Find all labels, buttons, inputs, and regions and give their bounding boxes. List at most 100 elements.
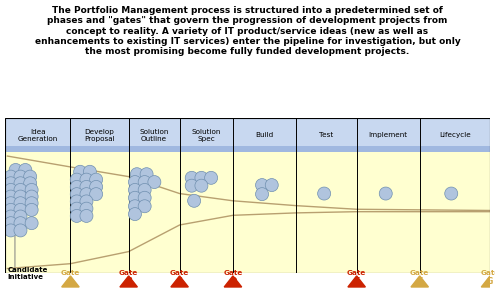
Bar	[70, 146, 129, 152]
Circle shape	[4, 197, 17, 210]
Circle shape	[25, 217, 38, 230]
Circle shape	[129, 191, 142, 204]
Circle shape	[4, 210, 17, 223]
Text: Implement: Implement	[369, 132, 408, 138]
Circle shape	[83, 165, 97, 178]
Polygon shape	[171, 276, 188, 287]
Text: Lifecycle: Lifecycle	[439, 132, 471, 138]
Circle shape	[25, 183, 38, 196]
Text: C: C	[177, 277, 182, 286]
Circle shape	[19, 164, 32, 177]
Bar	[5, 146, 70, 152]
Circle shape	[138, 183, 151, 196]
Circle shape	[4, 170, 17, 183]
Circle shape	[70, 188, 83, 201]
Circle shape	[14, 224, 27, 237]
Circle shape	[185, 179, 198, 192]
Circle shape	[4, 183, 17, 196]
Circle shape	[318, 187, 331, 200]
Text: F: F	[417, 277, 422, 286]
Polygon shape	[62, 276, 79, 287]
Bar	[356, 118, 420, 152]
Circle shape	[74, 165, 87, 178]
Bar	[129, 118, 180, 152]
Circle shape	[445, 187, 458, 200]
Circle shape	[148, 176, 161, 189]
Circle shape	[129, 208, 142, 221]
Polygon shape	[120, 276, 138, 287]
Circle shape	[90, 188, 102, 201]
Circle shape	[9, 164, 22, 177]
Circle shape	[25, 197, 38, 210]
Circle shape	[138, 176, 151, 189]
Circle shape	[25, 190, 38, 203]
Circle shape	[70, 173, 83, 186]
Circle shape	[70, 195, 83, 208]
Circle shape	[90, 180, 102, 194]
Circle shape	[4, 203, 17, 216]
Circle shape	[70, 202, 83, 215]
Circle shape	[265, 179, 278, 192]
Circle shape	[138, 200, 151, 213]
Circle shape	[138, 191, 151, 204]
Circle shape	[14, 177, 27, 190]
Circle shape	[80, 195, 93, 208]
Circle shape	[4, 224, 17, 237]
Circle shape	[24, 170, 37, 183]
Circle shape	[80, 202, 93, 215]
Bar	[233, 118, 296, 152]
Bar	[70, 118, 129, 152]
Bar	[5, 118, 70, 152]
Text: D: D	[230, 277, 236, 286]
Circle shape	[185, 171, 198, 184]
Bar	[180, 118, 233, 152]
Text: G: G	[487, 277, 493, 286]
Circle shape	[14, 190, 27, 203]
Circle shape	[24, 177, 37, 190]
Text: B: B	[126, 277, 132, 286]
Circle shape	[14, 197, 27, 210]
Text: E: E	[354, 277, 359, 286]
Circle shape	[195, 171, 208, 184]
Circle shape	[129, 200, 142, 213]
Bar	[356, 146, 420, 152]
Circle shape	[14, 217, 27, 230]
Circle shape	[195, 179, 208, 192]
Text: Gate: Gate	[410, 270, 429, 276]
Polygon shape	[348, 276, 365, 287]
Circle shape	[70, 180, 83, 194]
Bar	[233, 146, 296, 152]
Circle shape	[80, 180, 93, 194]
Circle shape	[14, 210, 27, 223]
Polygon shape	[481, 276, 495, 287]
Circle shape	[90, 173, 102, 186]
Circle shape	[255, 188, 269, 201]
Circle shape	[255, 179, 269, 192]
Circle shape	[4, 177, 17, 190]
Text: Develop
Proposal: Develop Proposal	[84, 129, 115, 142]
Circle shape	[80, 188, 93, 201]
Circle shape	[14, 170, 27, 183]
Circle shape	[140, 168, 153, 181]
Circle shape	[129, 176, 142, 189]
Circle shape	[80, 173, 93, 186]
Circle shape	[14, 183, 27, 196]
Text: A: A	[67, 277, 73, 286]
Circle shape	[204, 171, 218, 184]
Text: Gate: Gate	[223, 270, 243, 276]
Text: Gate: Gate	[119, 270, 138, 276]
Circle shape	[4, 217, 17, 230]
Bar	[180, 146, 233, 152]
Circle shape	[130, 168, 144, 181]
Text: Idea
Generation: Idea Generation	[17, 129, 58, 142]
Text: Gate: Gate	[347, 270, 366, 276]
Circle shape	[379, 187, 392, 200]
Circle shape	[70, 209, 83, 222]
Text: Candidate
Initiative: Candidate Initiative	[7, 267, 48, 281]
Text: Test: Test	[319, 132, 334, 138]
Circle shape	[4, 190, 17, 203]
Circle shape	[129, 183, 142, 196]
Bar	[296, 146, 356, 152]
Text: Gate: Gate	[61, 270, 80, 276]
Polygon shape	[411, 276, 429, 287]
